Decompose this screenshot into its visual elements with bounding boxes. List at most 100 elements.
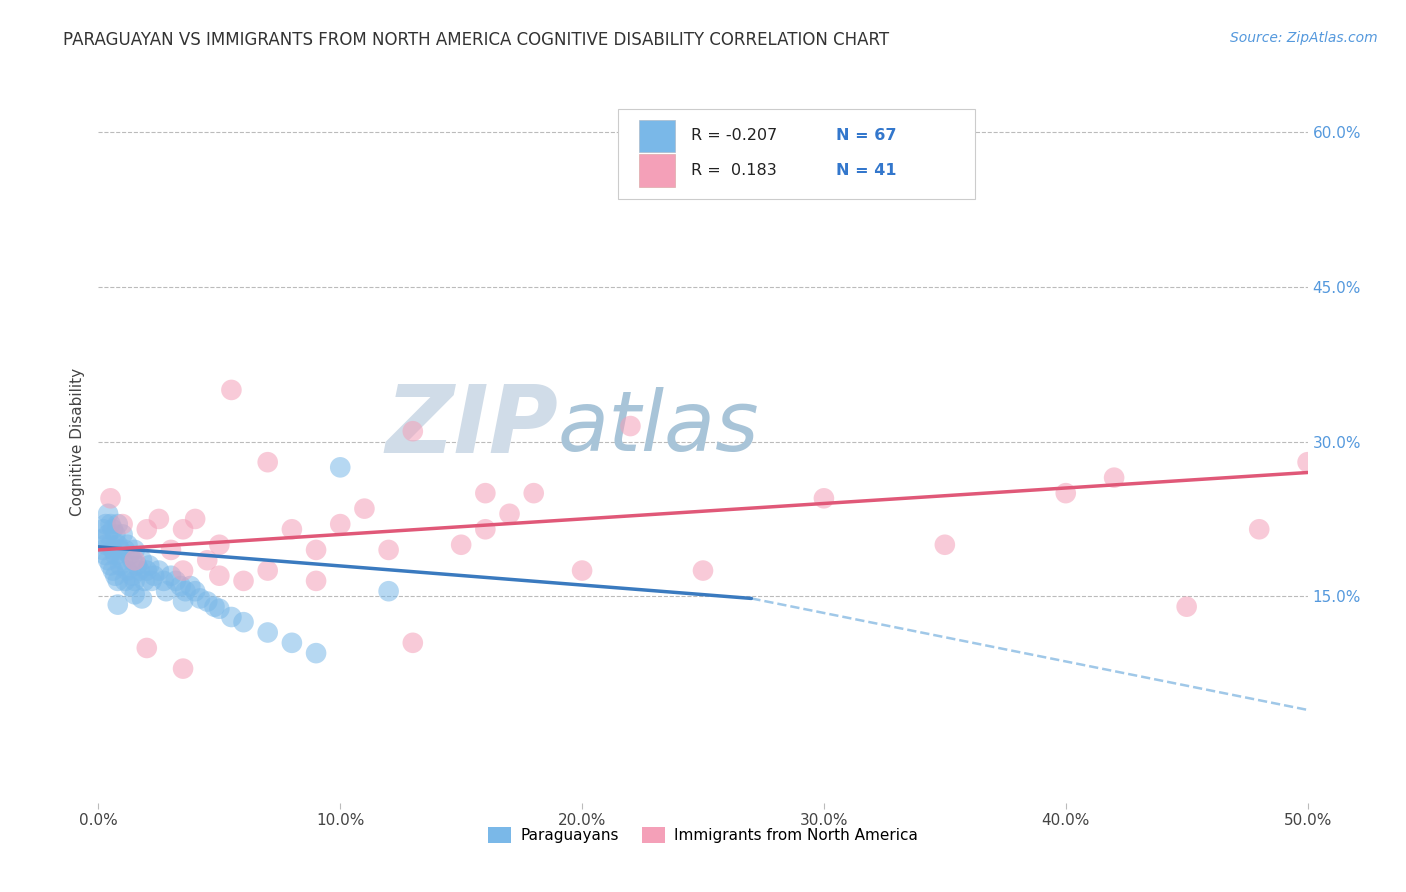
Point (134, 574, 156, 588)
Point (179, 579, 201, 593)
Point (174, 584, 197, 599)
Point (619, 419, 641, 434)
Point (402, 636, 425, 650)
Point (221, 610, 243, 624)
Point (305, 542, 328, 557)
Point (195, 594, 218, 608)
Point (184, 512, 207, 526)
Point (97, 527, 120, 541)
Point (128, 564, 150, 578)
Legend: Paraguayans, Immigrants from North America: Paraguayans, Immigrants from North Ameri… (482, 822, 924, 849)
Point (523, 486, 546, 500)
Point (152, 574, 174, 588)
Point (101, 564, 124, 578)
Bar (638, 120, 675, 153)
Point (111, 527, 134, 541)
Point (141, 574, 163, 588)
Point (104, 548, 127, 562)
Y-axis label: Cognitive Disability: Cognitive Disability (69, 368, 84, 516)
Point (188, 591, 211, 606)
Point (256, 564, 278, 578)
Point (184, 584, 207, 599)
FancyBboxPatch shape (619, 109, 976, 200)
Point (104, 568, 127, 582)
Point (305, 574, 328, 588)
Point (353, 501, 375, 516)
Point (121, 553, 143, 567)
Point (402, 424, 425, 438)
Text: R = -0.207: R = -0.207 (690, 128, 778, 144)
Point (124, 574, 146, 588)
Point (148, 512, 170, 526)
Point (169, 579, 191, 593)
Point (195, 553, 218, 567)
Point (100, 558, 122, 573)
Point (127, 558, 149, 573)
Text: R =  0.183: R = 0.183 (690, 163, 776, 178)
Point (256, 625, 278, 640)
Point (108, 558, 131, 573)
Bar (638, 154, 675, 186)
Point (329, 460, 352, 475)
Point (377, 542, 399, 557)
Point (138, 558, 160, 573)
Point (377, 584, 399, 599)
Text: N = 67: N = 67 (837, 128, 897, 144)
Point (208, 568, 231, 582)
Point (474, 522, 496, 536)
Point (124, 587, 146, 601)
Point (498, 507, 520, 521)
Point (172, 564, 194, 578)
Point (114, 574, 136, 588)
Point (232, 574, 254, 588)
Text: PARAGUAYAN VS IMMIGRANTS FROM NORTH AMERICA COGNITIVE DISABILITY CORRELATION CHA: PARAGUAYAN VS IMMIGRANTS FROM NORTH AMER… (63, 31, 890, 49)
Point (208, 538, 231, 552)
Point (1054, 486, 1077, 500)
Point (91, 542, 114, 557)
Point (107, 574, 129, 588)
Text: atlas: atlas (558, 386, 759, 467)
Point (121, 568, 143, 582)
Point (97, 507, 120, 521)
Point (97, 553, 120, 567)
Point (101, 542, 124, 557)
Point (101, 522, 124, 536)
Point (204, 599, 226, 614)
Point (232, 615, 254, 630)
Point (131, 553, 153, 567)
Point (256, 455, 278, 469)
Point (135, 640, 157, 655)
Point (160, 568, 183, 582)
Point (1296, 455, 1319, 469)
Point (100, 538, 122, 552)
Point (160, 542, 183, 557)
Point (94, 517, 117, 532)
Point (571, 564, 593, 578)
Point (474, 486, 496, 500)
Point (94, 538, 117, 552)
Point (114, 542, 136, 557)
Point (1175, 599, 1198, 614)
Point (155, 584, 177, 599)
Point (934, 538, 956, 552)
Point (450, 538, 472, 552)
Point (124, 542, 146, 557)
Point (118, 579, 141, 593)
Point (172, 594, 194, 608)
Point (692, 564, 714, 578)
Text: Source: ZipAtlas.com: Source: ZipAtlas.com (1230, 31, 1378, 45)
Point (118, 548, 141, 562)
Point (221, 383, 243, 397)
Text: N = 41: N = 41 (837, 163, 897, 178)
Point (100, 491, 122, 506)
Point (91, 522, 114, 536)
Point (148, 564, 170, 578)
Point (208, 601, 231, 615)
Point (107, 517, 129, 532)
Point (813, 491, 835, 506)
Point (135, 522, 157, 536)
Point (108, 542, 131, 557)
Point (1249, 522, 1271, 536)
Point (107, 538, 129, 552)
Point (1102, 471, 1125, 485)
